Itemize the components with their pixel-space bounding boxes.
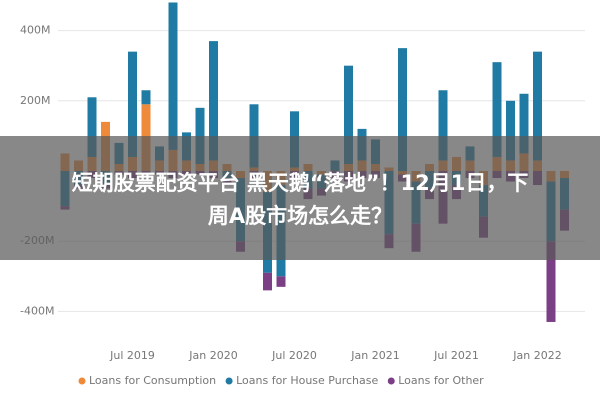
bar-segment [87, 97, 97, 157]
bar-segment [492, 62, 502, 157]
bar-segment [276, 276, 286, 287]
banner-title: 周A股市场怎么走？ [208, 204, 392, 228]
x-tick-label: Jul 2021 [433, 349, 479, 362]
y-tick-label: -400M [20, 304, 54, 317]
legend-label: Loans for Other [398, 374, 484, 387]
legend-marker [225, 377, 233, 385]
legend-marker [387, 377, 395, 385]
bar-segment [546, 241, 556, 322]
x-tick-label: Jan 2022 [512, 349, 561, 362]
bar-segment [263, 272, 272, 291]
y-tick-label: 400M [20, 24, 51, 37]
banner-background [0, 136, 600, 260]
bar-segment [168, 2, 178, 150]
bar-segment [344, 65, 353, 164]
bar-segment [506, 100, 515, 161]
x-tick-label: Jul 2020 [271, 349, 317, 362]
x-tick-label: Jul 2019 [109, 349, 155, 362]
bar-segment [249, 104, 259, 168]
y-tick-label: 200M [20, 94, 51, 107]
bar-segment [533, 51, 542, 161]
x-tick-label: Jan 2020 [188, 349, 237, 362]
bar-segment [519, 93, 529, 154]
banner-title: 短期股票配资平台 黑天鹅“落地”！12月1日，下 [72, 171, 529, 195]
bar-segment [398, 48, 407, 172]
legend-label: Loans for Consumption [89, 374, 216, 387]
x-tick-label: Jan 2021 [350, 349, 399, 362]
bar-segment [128, 51, 137, 157]
legend-marker [78, 377, 86, 385]
bar-segment [209, 41, 218, 161]
bar-segment [141, 90, 151, 105]
bar-segment [438, 90, 448, 161]
legend-label: Loans for House Purchase [236, 374, 378, 387]
bar-segment [195, 107, 205, 164]
